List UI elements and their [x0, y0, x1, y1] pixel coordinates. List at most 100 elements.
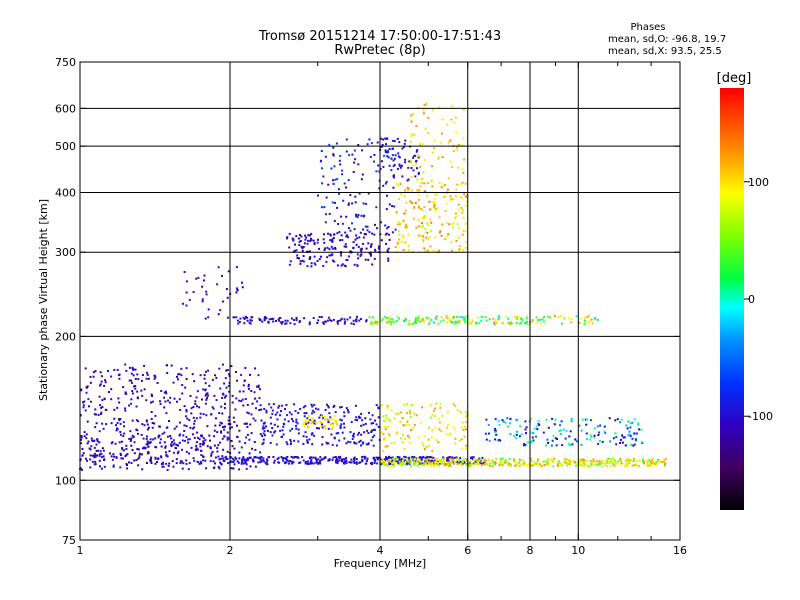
- scatter-point: [445, 463, 448, 466]
- scatter-point: [388, 238, 391, 241]
- scatter-point: [502, 420, 505, 423]
- scatter-point: [521, 318, 524, 321]
- scatter-point: [457, 321, 460, 324]
- scatter-point: [593, 434, 596, 437]
- scatter-point: [351, 222, 353, 225]
- scatter-point: [462, 209, 465, 211]
- scatter-point: [224, 396, 226, 399]
- scatter-point: [585, 438, 588, 441]
- scatter-point: [99, 384, 101, 387]
- scatter-point: [235, 457, 238, 460]
- scatter-point: [575, 463, 578, 466]
- scatter-point: [128, 404, 131, 407]
- scatter-point: [516, 430, 519, 433]
- scatter-point: [302, 435, 305, 438]
- scatter-point: [389, 322, 392, 325]
- scatter-point: [434, 407, 436, 410]
- scatter-point: [513, 434, 516, 437]
- scatter-point: [254, 448, 257, 451]
- scatter-point: [460, 438, 463, 441]
- scatter-point: [181, 302, 184, 305]
- scatter-point: [426, 455, 429, 458]
- scatter-point: [350, 421, 353, 424]
- scatter-point: [400, 193, 402, 196]
- scatter-point: [397, 184, 400, 187]
- scatter-point: [238, 440, 241, 443]
- scatter-point: [571, 443, 574, 446]
- scatter-point: [327, 427, 330, 430]
- scatter-point: [246, 411, 249, 414]
- scatter-point: [385, 143, 387, 146]
- scatter-point: [397, 462, 400, 465]
- scatter-point: [565, 458, 568, 461]
- scatter-point: [324, 247, 326, 250]
- scatter-point: [100, 467, 103, 470]
- scatter-point: [509, 321, 512, 324]
- scatter-point: [183, 405, 186, 408]
- scatter-point: [420, 222, 423, 225]
- scatter-point: [217, 455, 220, 458]
- scatter-point: [339, 319, 342, 322]
- scatter-point: [553, 314, 556, 317]
- scatter-point: [119, 433, 122, 436]
- scatter-point: [447, 461, 450, 464]
- scatter-point: [213, 444, 216, 447]
- scatter-point: [421, 142, 424, 145]
- scatter-point: [410, 159, 412, 162]
- scatter-point: [207, 369, 210, 372]
- scatter-point: [417, 173, 420, 175]
- scatter-point: [463, 318, 466, 321]
- scatter-point: [82, 404, 85, 407]
- scatter-point: [120, 440, 123, 443]
- scatter-point: [650, 464, 653, 467]
- scatter-point: [92, 371, 95, 374]
- scatter-point: [599, 424, 602, 427]
- scatter-point: [433, 203, 436, 206]
- scatter-point: [224, 377, 227, 380]
- scatter-point: [352, 241, 355, 244]
- scatter-point: [457, 208, 460, 211]
- scatter-point: [339, 239, 341, 242]
- scatter-point: [375, 170, 378, 173]
- scatter-point: [399, 463, 402, 466]
- scatter-point: [242, 384, 245, 387]
- scatter-point: [263, 408, 266, 410]
- scatter-point: [242, 456, 245, 459]
- scatter-point: [403, 142, 406, 145]
- scatter-point: [600, 465, 603, 468]
- scatter-point: [485, 438, 488, 441]
- scatter-point: [433, 209, 436, 212]
- scatter-point: [492, 317, 495, 320]
- y-tick-label: 100: [55, 474, 76, 487]
- scatter-point: [388, 148, 391, 150]
- scatter-point: [227, 423, 230, 425]
- scatter-point: [382, 438, 385, 441]
- scatter-point: [236, 319, 239, 322]
- scatter-point: [407, 232, 410, 235]
- scatter-point: [219, 461, 222, 464]
- scatter-point: [469, 463, 472, 466]
- scatter-point: [381, 144, 384, 146]
- scatter-point: [613, 459, 616, 462]
- y-tick-label: 400: [55, 186, 76, 199]
- scatter-point: [352, 323, 355, 326]
- scatter-point: [417, 436, 420, 439]
- scatter-point: [98, 459, 101, 462]
- scatter-point: [633, 418, 636, 421]
- scatter-point: [335, 421, 338, 424]
- scatter-point: [537, 420, 540, 423]
- scatter-point: [125, 369, 128, 372]
- scatter-point: [257, 461, 260, 464]
- scatter-point: [551, 439, 554, 442]
- scatter-point: [154, 376, 157, 379]
- scatter-point: [494, 462, 497, 465]
- scatter-point: [415, 414, 418, 417]
- scatter-point: [455, 239, 458, 242]
- scatter-point: [386, 406, 388, 409]
- scatter-point: [289, 438, 292, 441]
- scatter-point: [432, 108, 434, 111]
- scatter-point: [412, 164, 415, 167]
- scatter-point: [345, 186, 348, 189]
- scatter-point: [82, 452, 85, 455]
- scatter-point: [509, 418, 512, 421]
